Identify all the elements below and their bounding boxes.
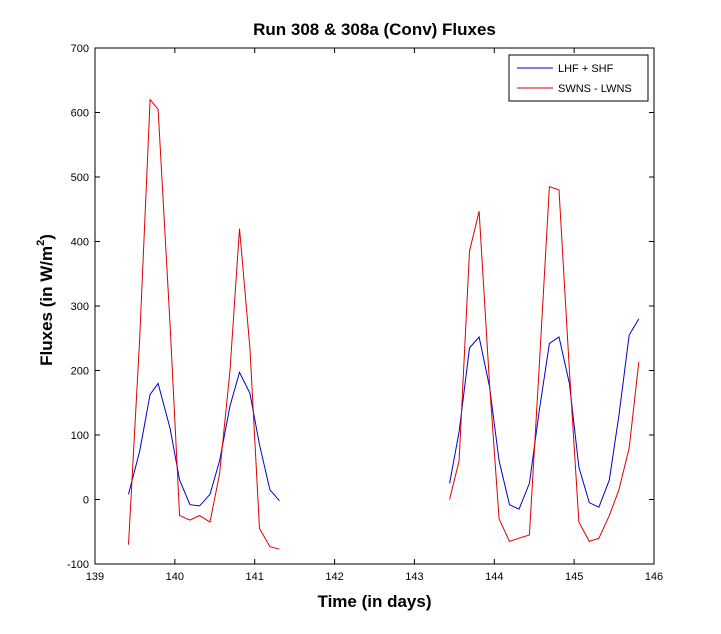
ticks-layer: 139 140 141 142 143 144 145 146 -100 0 100 200 300 40… xyxy=(67,43,663,583)
y-tick-label: 500 xyxy=(71,172,89,184)
y-axis-label: Fluxes (in W/m2) xyxy=(35,234,56,366)
y-tick-label: 600 xyxy=(71,108,89,120)
x-tick-label: 144 xyxy=(485,571,503,583)
y-tick-label: 700 xyxy=(71,43,89,55)
x-tick-label: 141 xyxy=(246,571,264,583)
x-tick-label: 142 xyxy=(325,571,343,583)
series-line-swns-lwns-segment-1 xyxy=(128,98,280,550)
y-tick-label: -100 xyxy=(67,559,89,571)
y-axis-label-close: ) xyxy=(37,234,56,240)
legend-box xyxy=(508,54,649,102)
x-tick-label: 139 xyxy=(86,571,104,583)
series-line-lhf-shf-segment-1 xyxy=(128,371,280,507)
legend-label-lhf-shf: LHF + SHF xyxy=(558,63,614,75)
y-axis-label-main: Fluxes (in W/m xyxy=(37,246,56,366)
chart-title: Run 308 & 308a (Conv) Fluxes xyxy=(253,20,496,39)
x-tick-label: 146 xyxy=(645,571,663,583)
y-tick-label: 100 xyxy=(71,430,89,442)
legend: LHF + SHF SWNS - LWNS xyxy=(508,54,649,102)
y-tick-label: 200 xyxy=(71,366,89,378)
series-line-swns-lwns-segment-2 xyxy=(449,186,640,543)
series-line-lhf-shf-segment-2 xyxy=(449,318,640,510)
legend-label-swns-lwns: SWNS - LWNS xyxy=(558,83,632,95)
y-tick-label: 0 xyxy=(83,495,89,507)
x-axis-label: Time (in days) xyxy=(318,592,432,611)
y-axis-label-superscript: 2 xyxy=(35,240,47,246)
x-tick-label: 143 xyxy=(405,571,423,583)
x-tick-label: 140 xyxy=(166,571,184,583)
y-tick-label: 300 xyxy=(71,301,89,313)
plot-area xyxy=(95,48,654,564)
x-tick-label: 145 xyxy=(565,571,583,583)
series-layer xyxy=(128,98,640,550)
y-tick-label: 400 xyxy=(71,237,89,249)
